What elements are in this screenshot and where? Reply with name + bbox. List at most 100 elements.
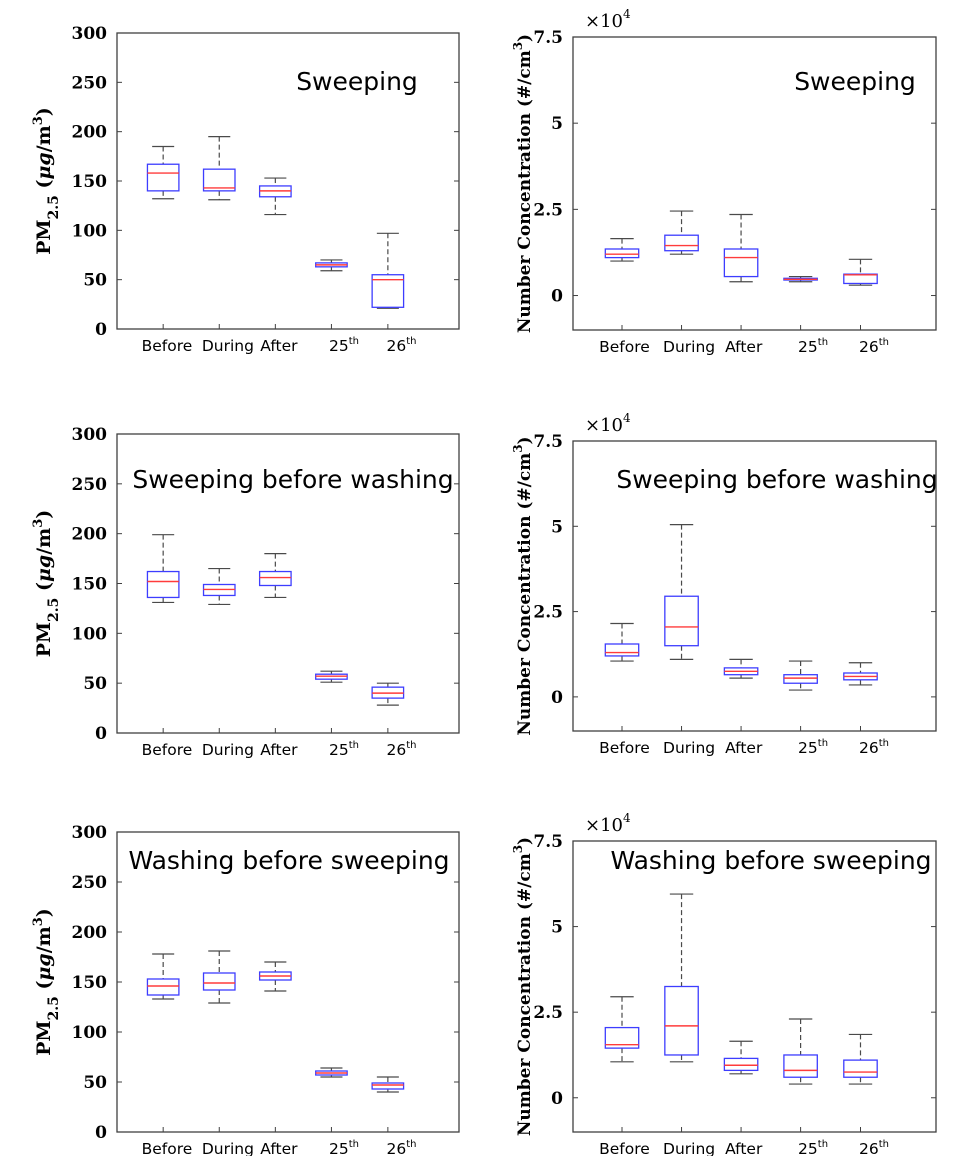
box-25th bbox=[315, 1067, 348, 1078]
box-25th bbox=[783, 660, 818, 691]
box-During bbox=[202, 950, 236, 1004]
y-tick-label: 300 bbox=[72, 425, 108, 445]
chart-panel-2: 0 2.5 5 7.5 Before During After 25th 26th Sweepin… bbox=[511, 7, 937, 356]
chart-panel-4: 0 2.5 5 7.5 Before During After 25th 26th Sweepin… bbox=[511, 411, 938, 757]
box-26th bbox=[843, 258, 878, 286]
y-tick-label: 0 bbox=[551, 688, 563, 708]
y-tick-label: 300 bbox=[72, 823, 108, 843]
x-tick-label: 26th bbox=[386, 740, 416, 759]
axis-multiplier: ×104 bbox=[585, 811, 631, 836]
iqr-box bbox=[843, 273, 878, 285]
box-Before bbox=[146, 953, 180, 1000]
y-tick-label: 100 bbox=[72, 221, 108, 241]
iqr-box bbox=[783, 1054, 818, 1078]
y-tick-label: 0 bbox=[95, 320, 107, 340]
y-tick-label: 50 bbox=[83, 271, 107, 291]
y-tick-label: 300 bbox=[72, 24, 108, 44]
y-tick-label: 200 bbox=[72, 923, 108, 943]
x-tick-label: During bbox=[202, 1140, 254, 1156]
x-tick-label: After bbox=[260, 1140, 298, 1156]
box-Before bbox=[604, 622, 640, 662]
box-After bbox=[258, 961, 292, 992]
chart-panel-6: 0 2.5 5 7.5 Before During After 25th 26th Washing… bbox=[511, 811, 937, 1156]
x-tick-label: Before bbox=[142, 337, 193, 355]
box-26th bbox=[371, 1076, 405, 1093]
y-tick-label: 0 bbox=[95, 724, 107, 744]
box-Before bbox=[604, 996, 640, 1063]
x-tick-label: 26th bbox=[386, 1139, 416, 1156]
x-tick-label: 26th bbox=[859, 738, 889, 757]
iqr-box bbox=[843, 1059, 878, 1078]
y-tick-label: 50 bbox=[83, 1073, 107, 1093]
iqr-box bbox=[604, 1026, 640, 1049]
box-After bbox=[258, 552, 292, 599]
chart-panel-5: 0 50 100 150 200 250 300 Before During After 25th 2… bbox=[31, 823, 460, 1156]
iqr-box bbox=[371, 274, 405, 308]
box-25th bbox=[315, 670, 348, 683]
x-tick-label: During bbox=[202, 741, 254, 759]
x-tick-label: After bbox=[725, 739, 763, 757]
y-tick-label: 250 bbox=[72, 873, 108, 893]
box-After bbox=[723, 213, 759, 283]
y-tick-label: 150 bbox=[72, 575, 108, 595]
panel-title: Sweeping bbox=[794, 67, 916, 96]
y-tick-label: 7.5 bbox=[533, 28, 563, 48]
x-tick-label: After bbox=[260, 741, 298, 759]
panel-title: Washing before sweeping bbox=[128, 846, 449, 875]
axis-multiplier: ×104 bbox=[585, 7, 631, 32]
y-axis-label: PM2.5 (μg/m3) bbox=[31, 908, 62, 1056]
chart-panel-3: 0 50 100 150 200 250 300 Before During After 25th 2… bbox=[31, 425, 460, 759]
y-tick-label: 50 bbox=[83, 674, 107, 694]
box-25th bbox=[783, 1018, 818, 1085]
y-axis-label: PM2.5 (μg/m3) bbox=[31, 107, 62, 255]
iqr-box bbox=[723, 248, 759, 278]
x-tick-label: 25th bbox=[329, 336, 359, 355]
iqr-box bbox=[202, 972, 236, 991]
box-25th bbox=[315, 259, 348, 272]
x-tick-label: During bbox=[202, 337, 254, 355]
y-tick-label: 2.5 bbox=[533, 1003, 563, 1023]
x-tick-label: Before bbox=[599, 1140, 650, 1156]
y-tick-label: 7.5 bbox=[533, 832, 563, 852]
y-tick-label: 200 bbox=[72, 525, 108, 545]
axes-frame bbox=[572, 840, 937, 1133]
y-axis-label: Number Concentration (#/cm3) bbox=[511, 436, 535, 735]
iqr-box bbox=[146, 978, 180, 996]
box-Before bbox=[604, 238, 640, 262]
x-tick-label: Before bbox=[599, 739, 650, 757]
box-26th bbox=[843, 662, 878, 686]
y-tick-label: 5 bbox=[551, 517, 563, 537]
iqr-box bbox=[664, 595, 699, 647]
x-tick-label: 25th bbox=[798, 337, 828, 356]
x-tick-label: 25th bbox=[329, 740, 359, 759]
x-tick-label: During bbox=[663, 338, 715, 356]
x-tick-label: Before bbox=[142, 741, 193, 759]
panel-title: Sweeping before washing bbox=[132, 465, 453, 494]
x-tick-label: During bbox=[663, 1140, 715, 1156]
x-tick-label: 25th bbox=[329, 1139, 359, 1156]
box-26th bbox=[843, 1033, 878, 1085]
axes-frame bbox=[116, 831, 460, 1133]
x-tick-label: After bbox=[725, 338, 763, 356]
y-tick-label: 150 bbox=[72, 172, 108, 192]
iqr-box bbox=[146, 163, 180, 192]
iqr-box bbox=[664, 985, 699, 1056]
box-During bbox=[664, 210, 699, 255]
y-tick-label: 250 bbox=[72, 475, 108, 495]
box-After bbox=[723, 1040, 759, 1075]
box-During bbox=[202, 136, 236, 201]
axis-multiplier: ×104 bbox=[585, 411, 631, 436]
iqr-box bbox=[604, 643, 640, 657]
y-tick-label: 250 bbox=[72, 73, 108, 93]
iqr-box bbox=[783, 674, 818, 684]
x-tick-label: During bbox=[663, 739, 715, 757]
y-tick-label: 5 bbox=[551, 114, 563, 134]
y-tick-label: 100 bbox=[72, 1023, 108, 1043]
box-During bbox=[202, 567, 236, 606]
axes-frame bbox=[572, 36, 937, 331]
y-tick-label: 200 bbox=[72, 123, 108, 143]
x-tick-label: 26th bbox=[859, 337, 889, 356]
y-axis-label: Number Concentration (#/cm3) bbox=[511, 837, 535, 1136]
x-tick-label: 25th bbox=[798, 738, 828, 757]
